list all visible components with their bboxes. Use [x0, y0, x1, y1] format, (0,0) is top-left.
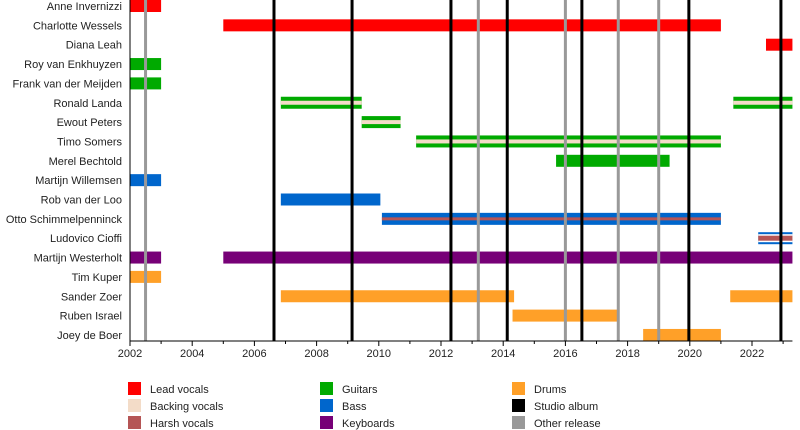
member-label: Martijn Westerholt — [34, 253, 122, 265]
x-tick-label: 2022 — [740, 348, 764, 360]
member-label: Anne Invernizzi — [47, 1, 122, 13]
legend-swatch-other — [512, 416, 525, 429]
member-label: Frank van der Meijden — [13, 78, 122, 90]
legend-label: Harsh vocals — [150, 418, 214, 430]
legend-swatch-drums — [512, 382, 525, 395]
x-tick-label: 2006 — [242, 348, 266, 360]
x-tick-label: 2012 — [429, 348, 453, 360]
bar-drums — [280, 290, 515, 303]
x-tick-label: 2002 — [118, 348, 142, 360]
legend-label: Guitars — [342, 384, 378, 396]
member-label: Sander Zoer — [61, 291, 122, 303]
member-label: Ewout Peters — [57, 117, 123, 129]
legend: Lead vocals Backing vocals Harsh vocals Gui… — [128, 382, 601, 430]
member-label: Ronald Landa — [53, 98, 122, 110]
member-label: Timo Somers — [57, 136, 122, 148]
member-label: Rob van der Loo — [41, 195, 122, 207]
member-label: Joey de Boer — [57, 330, 122, 342]
legend-label: Bass — [342, 401, 367, 413]
legend-label: Backing vocals — [150, 401, 224, 413]
member-label: Tim Kuper — [72, 272, 123, 284]
bar-stripe-harsh — [381, 217, 721, 221]
x-tick-label: 2008 — [304, 348, 328, 360]
bar-stripe-backing — [361, 120, 401, 125]
x-tick-label: 2010 — [367, 348, 391, 360]
legend-swatch-bass — [320, 399, 333, 412]
x-axis: 2002 2004 2006 2008 2010 2012 2014 2016 2018 2020… — [118, 0, 793, 360]
release-lines — [144, 0, 783, 341]
member-label: Charlotte Wessels — [33, 20, 123, 32]
member-label: Merel Bechtold — [49, 156, 122, 168]
bar-guitar — [556, 154, 670, 167]
bar-drums — [643, 328, 721, 341]
bar-stripe-harsh — [758, 235, 793, 241]
x-tick-label: 2016 — [553, 348, 577, 360]
x-tick-label: 2014 — [491, 348, 515, 360]
member-label: Diana Leah — [66, 40, 122, 52]
member-label: Otto Schimmelpenninck — [6, 214, 123, 226]
legend-label: Other release — [534, 418, 601, 430]
legend-label: Studio album — [534, 401, 598, 413]
bar-stripe-backing — [280, 100, 362, 105]
bar-lead — [223, 19, 721, 32]
bar-stripe-backing — [733, 100, 793, 105]
legend-swatch-backing — [128, 399, 141, 412]
legend-swatch-guitar — [320, 382, 333, 395]
bar-drums — [730, 290, 793, 303]
legend-swatch-studio — [512, 399, 525, 412]
x-tick-label: 2020 — [678, 348, 702, 360]
member-label: Ludovico Cioffi — [50, 233, 122, 245]
legend-swatch-harsh — [128, 416, 141, 429]
legend-swatch-keys — [320, 416, 333, 429]
member-label: Martijn Willemsen — [35, 175, 122, 187]
bar-lead — [765, 38, 793, 51]
legend-swatch-lead — [128, 382, 141, 395]
legend-label: Lead vocals — [150, 384, 209, 396]
member-labels: Anne Invernizzi Charlotte Wessels Diana Le… — [6, 1, 123, 342]
member-bars — [130, 0, 793, 341]
member-label: Roy van Enkhuyzen — [24, 59, 122, 71]
legend-label: Drums — [534, 384, 567, 396]
bar-stripe-backing — [416, 139, 721, 144]
legend-label: Keyboards — [342, 418, 395, 430]
x-tick-label: 2018 — [615, 348, 639, 360]
bar-bass — [280, 193, 381, 206]
x-tick-label: 2004 — [180, 348, 204, 360]
member-label: Ruben Israel — [60, 311, 122, 323]
